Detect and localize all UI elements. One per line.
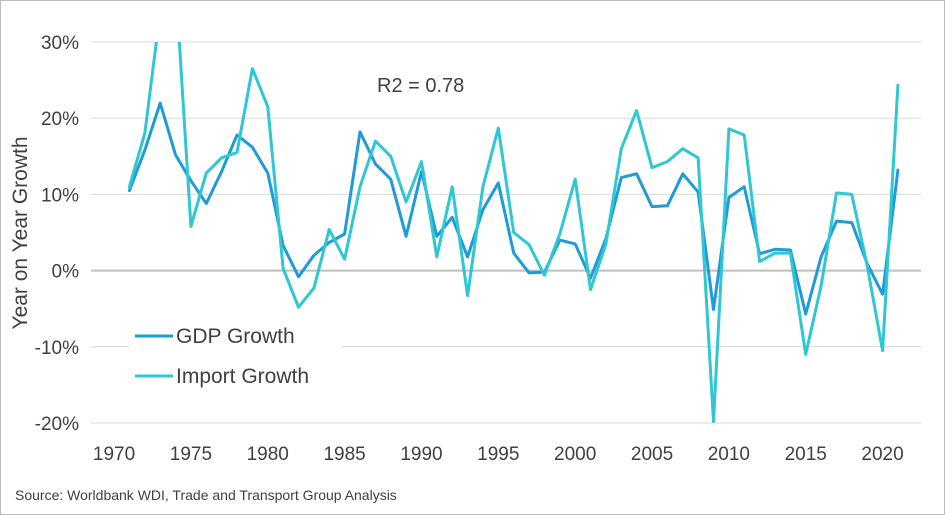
y-tick-label: -20% xyxy=(35,414,79,435)
x-axis-tick-labels: 1970 1975 1980 1985 1990 1995 2000 2005 2010 2015… xyxy=(93,444,904,465)
legend-label: GDP Growth xyxy=(176,325,295,348)
line-chart: -20% -10% 0% 10% 20% 30% 1970 1975 1980 1985 1990… xyxy=(9,33,921,465)
x-tick-label: 2005 xyxy=(631,444,673,465)
y-tick-label: 10% xyxy=(41,185,79,206)
y-axis-title: Year on Year Growth xyxy=(9,136,32,329)
legend-label: Import Growth xyxy=(176,365,309,388)
r-squared-annotation: R2 = 0.78 xyxy=(377,75,464,97)
series-line-gdp-growth xyxy=(127,101,900,316)
x-tick-label: 1975 xyxy=(170,444,212,465)
x-tick-label: 2020 xyxy=(861,444,903,465)
y-axis-tick-labels: -20% -10% 0% 10% 20% 30% xyxy=(35,33,79,435)
y-tick-label: 0% xyxy=(52,262,80,283)
x-tick-label: 2000 xyxy=(554,444,596,465)
x-tick-label: 2010 xyxy=(708,444,750,465)
x-tick-label: 1985 xyxy=(323,444,365,465)
y-tick-label: 30% xyxy=(41,33,79,54)
x-tick-label: 1990 xyxy=(400,444,442,465)
y-tick-label: 20% xyxy=(41,109,79,130)
x-tick-label: 1980 xyxy=(247,444,289,465)
x-tick-label: 1995 xyxy=(477,444,519,465)
x-tick-label: 2015 xyxy=(785,444,827,465)
legend: GDP Growth Import Growth xyxy=(129,319,341,397)
legend-background xyxy=(129,319,341,397)
source-note: Source: Worldbank WDI, Trade and Transpo… xyxy=(15,487,397,503)
series-line-import-growth xyxy=(127,42,900,423)
series-lines xyxy=(127,42,900,423)
x-tick-label: 1970 xyxy=(93,444,135,465)
y-tick-label: -10% xyxy=(35,338,79,359)
